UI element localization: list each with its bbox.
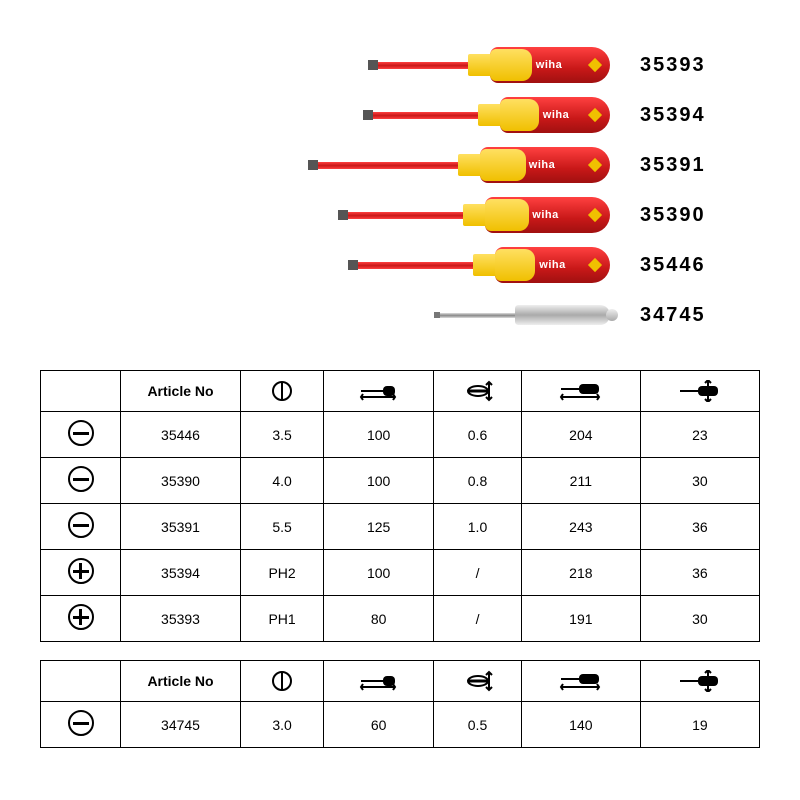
col-header-tip_dia-icon: [241, 661, 324, 702]
slotted-tip-icon: [68, 710, 94, 736]
cell-value: 80: [324, 596, 434, 642]
screwdriver-icon: wiha: [368, 45, 610, 85]
cell-value: 125: [324, 504, 434, 550]
product-row: 34745: [40, 290, 760, 340]
cell-value: 100: [324, 550, 434, 596]
cell-value: 19: [640, 702, 759, 748]
slotted-tip-icon: [68, 466, 94, 492]
col-header-tip_thick-icon: [434, 661, 522, 702]
cell-value: 5.5: [241, 504, 324, 550]
voltage-tester-icon: [434, 300, 610, 330]
brand-label: wiha: [532, 209, 558, 221]
col-header-article: Article No: [121, 661, 241, 702]
article-number: 34745: [640, 304, 760, 327]
brand-label: wiha: [539, 259, 565, 271]
col-header-total_len-icon: [521, 661, 640, 702]
cell-value: 1.0: [434, 504, 522, 550]
cell-value: /: [434, 596, 522, 642]
product-illustration-list: wiha35393wiha35394wiha35391wiha35390wiha…: [40, 40, 760, 340]
phillips-tip-icon: [68, 604, 94, 630]
article-number: 35390: [640, 204, 760, 227]
brand-label: wiha: [536, 59, 562, 71]
table-row: 353915.51251.024336: [41, 504, 760, 550]
cell-value: 23: [640, 412, 759, 458]
cell-value: 218: [521, 550, 640, 596]
col-header-blade_len-icon: [324, 661, 434, 702]
cell-value: 140: [521, 702, 640, 748]
col-header-blade_len-icon: [324, 371, 434, 412]
col-header-tip_thick-icon: [434, 371, 522, 412]
col-header-handle_dia-icon: [640, 371, 759, 412]
cell-value: 0.6: [434, 412, 522, 458]
spec-table-main: Article No354463.51000.620423353904.0100…: [40, 370, 760, 642]
cell-value: PH1: [241, 596, 324, 642]
product-row: wiha 35391: [40, 140, 760, 190]
table-row: 35394PH2100/21836: [41, 550, 760, 596]
col-header-total_len-icon: [521, 371, 640, 412]
col-header-handle_dia-icon: [640, 661, 759, 702]
cell-value: PH2: [241, 550, 324, 596]
product-row: wiha 35393: [40, 40, 760, 90]
screwdriver-icon: wiha: [363, 95, 610, 135]
cell-value: 3.0: [241, 702, 324, 748]
article-number: 35394: [640, 104, 760, 127]
cell-article: 35391: [121, 504, 241, 550]
product-row: wiha 35446: [40, 240, 760, 290]
cell-article: 35390: [121, 458, 241, 504]
cell-value: 204: [521, 412, 640, 458]
brand-label: wiha: [543, 109, 569, 121]
cell-value: 211: [521, 458, 640, 504]
cell-article: 35394: [121, 550, 241, 596]
slotted-tip-icon: [68, 420, 94, 446]
cell-value: 36: [640, 550, 759, 596]
col-header-article: Article No: [121, 371, 241, 412]
brand-label: wiha: [529, 159, 555, 171]
cell-value: 0.8: [434, 458, 522, 504]
cell-value: 30: [640, 596, 759, 642]
article-number: 35391: [640, 154, 760, 177]
cell-value: 0.5: [434, 702, 522, 748]
cell-value: 3.5: [241, 412, 324, 458]
product-row: wiha 35390: [40, 190, 760, 240]
cell-value: 243: [521, 504, 640, 550]
cell-value: 191: [521, 596, 640, 642]
cell-value: 36: [640, 504, 759, 550]
cell-value: 100: [324, 458, 434, 504]
cell-value: 30: [640, 458, 759, 504]
cell-article: 34745: [121, 702, 241, 748]
table-row: 347453.0600.514019: [41, 702, 760, 748]
cell-value: /: [434, 550, 522, 596]
cell-value: 4.0: [241, 458, 324, 504]
slotted-tip-icon: [68, 512, 94, 538]
table-row: 35393PH180/19130: [41, 596, 760, 642]
phillips-tip-icon: [68, 558, 94, 584]
screwdriver-icon: wiha: [348, 245, 610, 285]
article-number: 35446: [640, 254, 760, 277]
cell-article: 35393: [121, 596, 241, 642]
table-row: 354463.51000.620423: [41, 412, 760, 458]
product-row: wiha 35394: [40, 90, 760, 140]
article-number: 35393: [640, 54, 760, 77]
table-row: 353904.01000.821130: [41, 458, 760, 504]
col-header-tip_dia-icon: [241, 371, 324, 412]
screwdriver-icon: wiha: [338, 195, 610, 235]
cell-value: 60: [324, 702, 434, 748]
spec-table-secondary: Article No347453.0600.514019: [40, 660, 760, 748]
screwdriver-icon: wiha: [308, 145, 610, 185]
cell-article: 35446: [121, 412, 241, 458]
cell-value: 100: [324, 412, 434, 458]
